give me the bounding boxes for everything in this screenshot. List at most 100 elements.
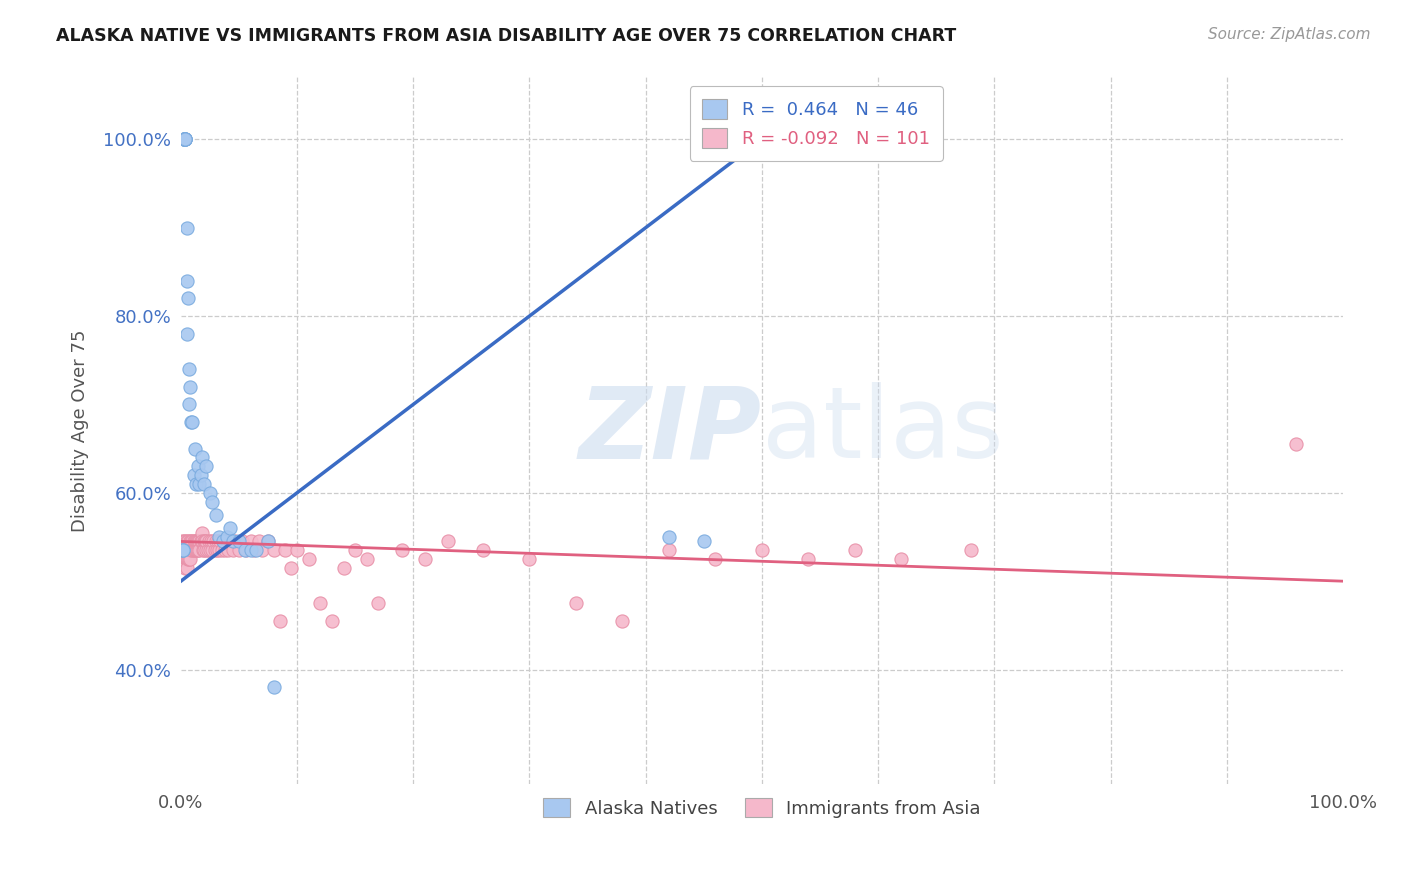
Point [204,508,226,522]
Point [239,543,262,558]
Point [195,459,218,474]
Point [219,534,242,549]
Point [190,468,212,483]
Point [174,543,197,558]
Point [174,561,197,575]
Point [188,534,211,549]
Point [274,543,297,558]
Point [172,543,194,558]
Point [202,534,225,549]
Point [222,534,245,549]
Point [235,543,257,558]
Point [228,534,250,549]
Point [257,534,280,549]
Point [209,534,232,549]
Point [180,543,202,558]
Point [181,534,204,549]
Point [177,552,200,566]
Point [391,543,413,558]
Point [263,543,285,558]
Point [214,543,236,558]
Point [519,552,541,566]
Point [565,596,588,610]
Point [173,132,195,146]
Point [170,543,193,558]
Point [1285,437,1308,451]
Point [173,552,195,566]
Point [195,543,218,558]
Point [176,326,198,341]
Point [437,534,460,549]
Point [173,132,195,146]
Point [177,292,200,306]
Point [204,543,226,558]
Point [191,543,214,558]
Point [217,534,239,549]
Point [193,543,215,558]
Point [177,543,200,558]
Point [172,543,194,558]
Point [285,543,308,558]
Point [198,485,221,500]
Point [239,534,262,549]
Point [197,543,219,558]
Point [211,534,233,549]
Point [222,543,245,558]
Point [177,397,200,411]
Point [180,415,202,429]
Point [191,534,214,549]
Point [191,450,214,465]
Point [751,543,773,558]
Point [173,132,195,146]
Point [174,132,197,146]
Text: ZIP: ZIP [579,383,762,479]
Point [176,543,198,558]
Point [179,543,201,558]
Legend: Alaska Natives, Immigrants from Asia: Alaska Natives, Immigrants from Asia [536,791,988,825]
Text: Source: ZipAtlas.com: Source: ZipAtlas.com [1208,27,1371,42]
Point [200,534,222,549]
Point [321,614,343,628]
Point [181,415,204,429]
Point [472,543,495,558]
Text: atlas: atlas [762,383,1004,479]
Point [233,543,256,558]
Point [960,543,983,558]
Point [184,543,207,558]
Point [890,552,912,566]
Point [184,534,207,549]
Point [187,459,209,474]
Point [176,552,198,566]
Y-axis label: Disability Age Over 75: Disability Age Over 75 [72,330,89,533]
Point [187,534,209,549]
Point [183,534,205,549]
Point [177,552,200,566]
Point [173,534,195,549]
Point [174,132,197,146]
Point [179,380,201,394]
Point [205,543,228,558]
Point [207,534,229,549]
Point [176,534,198,549]
Point [177,534,200,549]
Point [211,543,233,558]
Point [217,530,239,544]
Point [243,543,266,558]
Point [176,561,198,575]
Point [269,614,291,628]
Point [172,543,194,558]
Point [183,468,205,483]
Point [184,442,207,456]
Point [208,530,231,544]
Point [218,543,240,558]
Point [367,596,389,610]
Point [187,543,209,558]
Point [184,477,207,491]
Point [186,534,208,549]
Point [224,534,246,549]
Point [332,561,354,575]
Point [174,534,197,549]
Point [844,543,866,558]
Point [208,543,231,558]
Point [231,534,253,549]
